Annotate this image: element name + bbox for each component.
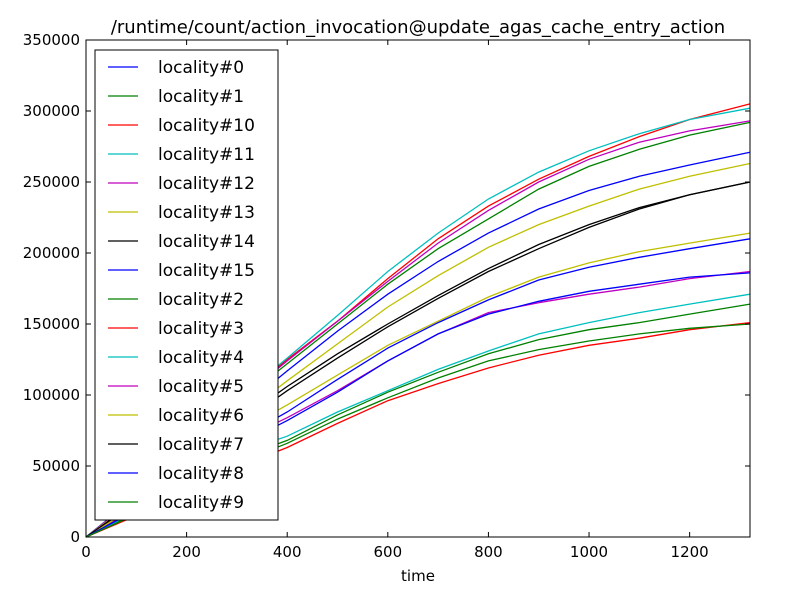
x-tick-label: 1000 [570,543,608,561]
y-tick-label: 250000 [23,173,80,191]
y-tick-label: 350000 [23,31,80,49]
y-tick-label: 0 [70,528,80,546]
x-axis-label: time [401,567,435,585]
legend-item: locality#9 [108,493,244,513]
legend-label: locality#13 [158,203,255,223]
legend-item: locality#7 [108,435,244,455]
legend-item: locality#12 [108,174,255,194]
y-tick-label: 300000 [23,102,80,120]
legend-label: locality#15 [158,261,255,281]
chart-title: /runtime/count/action_invocation@update_… [111,17,725,38]
x-tick-label: 800 [474,543,503,561]
legend-item: locality#10 [108,116,255,136]
y-tick-label: 150000 [23,315,80,333]
legend-box [94,49,279,521]
legend-item: locality#2 [108,290,244,310]
legend-label: locality#0 [158,58,244,78]
legend-label: locality#11 [158,145,255,165]
legend-item: locality#1 [108,87,244,107]
legend-label: locality#1 [158,87,244,107]
legend-label: locality#4 [158,348,244,368]
legend-label: locality#9 [158,493,244,513]
y-tick-label: 100000 [23,386,80,404]
legend-item: locality#14 [108,232,255,252]
y-tick-label: 200000 [23,244,80,262]
legend-label: locality#2 [158,290,244,310]
legend-item: locality#5 [108,377,244,397]
x-tick-label: 0 [81,543,91,561]
legend-label: locality#6 [158,406,244,426]
legend-item: locality#3 [108,319,244,339]
y-tick-label: 50000 [32,457,80,475]
legend-item: locality#6 [108,406,244,426]
legend-item: locality#11 [108,145,255,165]
x-axis-ticks: 0 200 400 600 800 1000 1200 [81,40,709,561]
legend-label: locality#10 [158,116,255,136]
legend-label: locality#12 [158,174,255,194]
plot-frame [85,39,751,538]
legend-item: locality#4 [108,348,244,368]
legend-label: locality#5 [158,377,244,397]
legend-item: locality#15 [108,261,255,281]
x-tick-label: 200 [172,543,201,561]
legend-item: locality#8 [108,464,244,484]
legend-label: locality#14 [158,232,255,252]
legend-label: locality#8 [158,464,244,484]
legend: locality#0 locality#1 locality#10 locality#… [94,49,279,521]
x-tick-label: 400 [273,543,302,561]
legend-item: locality#13 [108,203,255,223]
legend-item: locality#0 [108,58,244,78]
y-axis-ticks: 0 50000 100000 150000 200000 250000 300000 3500… [23,31,750,546]
x-tick-label: 600 [373,543,402,561]
legend-label: locality#7 [158,435,244,455]
legend-label: locality#3 [158,319,244,339]
x-tick-label: 1200 [671,543,709,561]
